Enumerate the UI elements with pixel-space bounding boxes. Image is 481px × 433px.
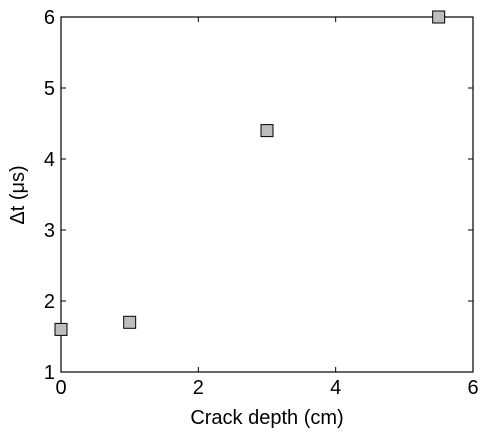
data-point: [123, 315, 137, 329]
y-tick-label: 3: [44, 220, 55, 242]
y-axis-label: Δt (μs): [7, 165, 29, 224]
x-tick-label: 0: [55, 377, 66, 399]
y-tick-label: 1: [44, 362, 55, 384]
data-point: [54, 322, 68, 336]
axis-ticks: [60, 16, 474, 373]
axis-tick-labels: 0 2 4 6 1 2 3 4 5 6: [44, 7, 479, 399]
x-tick-label: 4: [330, 377, 341, 399]
x-axis-label: Crack depth (cm): [190, 407, 343, 429]
x-tick-label: 2: [193, 377, 204, 399]
data-points: [54, 10, 446, 336]
y-tick-label: 5: [44, 78, 55, 100]
plot-area: [60, 16, 474, 373]
data-point: [432, 10, 446, 24]
x-tick-label: 6: [467, 377, 478, 399]
y-tick-label: 6: [44, 7, 55, 29]
data-point: [260, 124, 274, 138]
y-tick-label: 4: [44, 149, 55, 171]
y-tick-label: 2: [44, 291, 55, 313]
